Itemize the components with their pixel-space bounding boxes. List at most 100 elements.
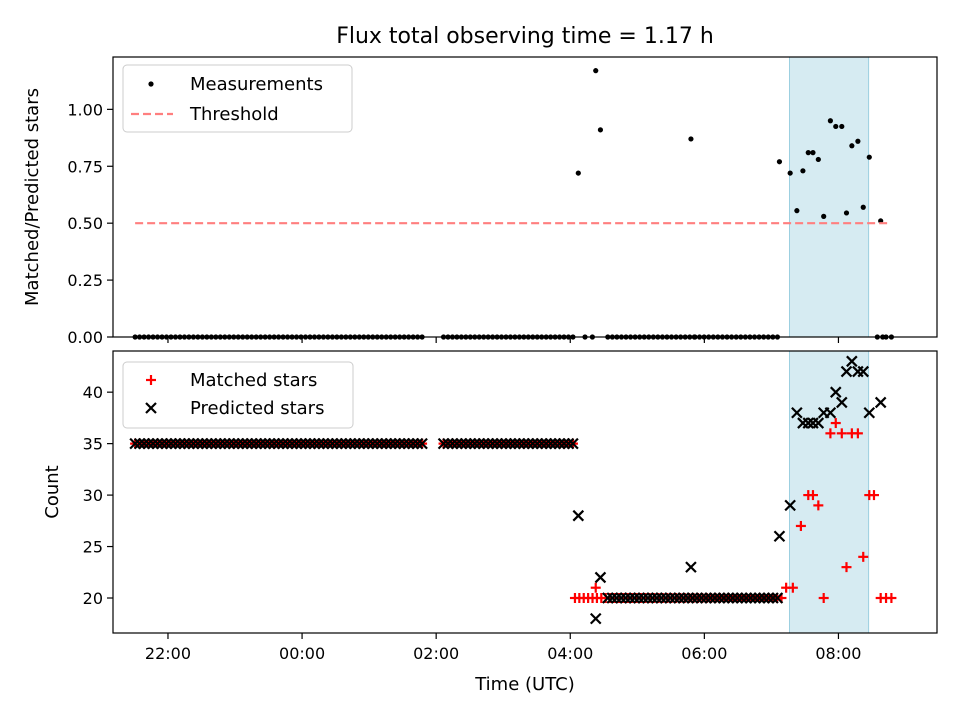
top-highlight-span [788, 56, 870, 338]
predicted-star-marker [133, 437, 146, 450]
predicted-star-marker [685, 561, 697, 573]
predicted-star-marker [836, 396, 848, 409]
predicted-star-marker [259, 437, 271, 450]
predicted-star-marker [606, 592, 619, 604]
predicted-star-marker [535, 437, 548, 450]
legend-threshold-label: Threshold [189, 104, 279, 125]
predicted-star-marker [549, 437, 561, 450]
x-axis-label: Time (UTC) [474, 674, 575, 695]
predicted-star-marker [740, 592, 752, 604]
legend-predicted-label: Predicted stars [190, 398, 324, 419]
predicted-star-marker [322, 437, 334, 450]
predicted-star-marker [664, 592, 677, 604]
matched-star-marker [807, 490, 818, 501]
highlight-span-rect [788, 56, 870, 338]
predicted-star-marker [398, 437, 410, 450]
matched-star-marker [818, 593, 829, 604]
predicted-star-marker [874, 396, 887, 409]
predicted-star-marker [286, 437, 298, 450]
bottom-panel: 20 25 30 35 40 22:00 00:00 02:00 04:00 06:00 08:0… [42, 350, 938, 695]
predicted-star-marker [619, 592, 632, 604]
measurement-point [827, 118, 833, 124]
bottom-series [129, 355, 897, 625]
predicted-star-marker [695, 592, 708, 604]
legend-matched-marker [146, 375, 156, 385]
predicted-star-marker [477, 437, 490, 450]
predicted-star-marker [784, 499, 796, 512]
predicted-star-marker [628, 592, 641, 604]
predicted-star-marker [263, 437, 276, 450]
measurement-point [866, 154, 872, 160]
predicted-star-marker [495, 437, 508, 450]
predicted-star-marker [727, 592, 739, 604]
predicted-star-marker [509, 437, 521, 450]
legend-measurements-marker [148, 81, 154, 87]
predicted-star-marker [646, 592, 659, 604]
y-tick-label: 30 [83, 486, 103, 505]
predicted-star-marker [187, 437, 200, 450]
predicted-star-marker [767, 592, 779, 604]
predicted-star-marker [138, 437, 150, 450]
predicted-star-marker [522, 437, 535, 450]
predicted-star-marker [214, 437, 227, 450]
x-tick-label: 00:00 [279, 644, 325, 663]
predicted-star-marker [589, 612, 602, 625]
predicted-star-marker [371, 437, 384, 450]
y-tick-label: 35 [83, 435, 103, 454]
predicted-star-marker [491, 437, 503, 450]
predicted-star-marker [594, 571, 607, 584]
predicted-star-marker [313, 437, 325, 450]
matched-star-marker [795, 520, 806, 531]
x-tick-label: 08:00 [815, 644, 861, 663]
predicted-star-marker [513, 437, 526, 450]
measurement-point [800, 168, 806, 174]
predicted-star-marker [840, 365, 853, 378]
predicted-star-marker [205, 437, 218, 450]
predicted-star-marker [142, 437, 155, 450]
measurement-point [794, 208, 800, 214]
predicted-star-marker [637, 592, 650, 604]
predicted-star-marker [201, 437, 213, 450]
y-tick-label: 0.75 [67, 157, 103, 176]
matched-star-marker [836, 428, 847, 439]
predicted-star-marker [682, 592, 694, 604]
y-tick-label: 40 [83, 383, 103, 402]
predicted-star-marker [567, 437, 579, 450]
bottom-legend-box [122, 361, 354, 429]
matched-star-marker [590, 582, 601, 593]
predicted-star-marker [615, 592, 627, 604]
predicted-star-marker [753, 592, 766, 604]
predicted-star-marker [389, 437, 401, 450]
predicted-star-marker [762, 592, 775, 604]
predicted-star-marker [718, 592, 730, 604]
predicted-star-marker [824, 406, 837, 419]
predicted-star-marker [540, 437, 552, 450]
top-legend-box [122, 64, 353, 133]
predicted-star-marker [250, 437, 262, 450]
predicted-star-marker [129, 437, 141, 450]
predicted-star-marker [353, 437, 366, 450]
predicted-star-marker [527, 437, 539, 450]
predicted-star-marker [773, 530, 786, 543]
predicted-star-marker [504, 437, 517, 450]
predicted-star-marker [713, 592, 726, 604]
bottom-y-axis-label: Count [42, 465, 63, 518]
predicted-star-marker [749, 592, 761, 604]
predicted-star-marker [151, 437, 164, 450]
predicted-star-marker [156, 437, 168, 450]
y-tick-label: 20 [83, 589, 103, 608]
predicted-star-marker [380, 437, 392, 450]
measurement-point [855, 138, 861, 144]
predicted-star-marker [451, 437, 463, 450]
matched-star-marker [852, 428, 863, 439]
predicted-star-marker [731, 592, 744, 604]
predicted-star-marker [500, 437, 512, 450]
predicted-star-marker [709, 592, 721, 604]
predicted-star-marker [384, 437, 397, 450]
highlight-span-rect [788, 350, 870, 634]
predicted-star-marker [169, 437, 182, 450]
predicted-star-marker [610, 592, 623, 604]
matched-star-marker [787, 582, 798, 593]
predicted-star-marker [236, 437, 249, 450]
matched-star-marker [868, 490, 879, 501]
